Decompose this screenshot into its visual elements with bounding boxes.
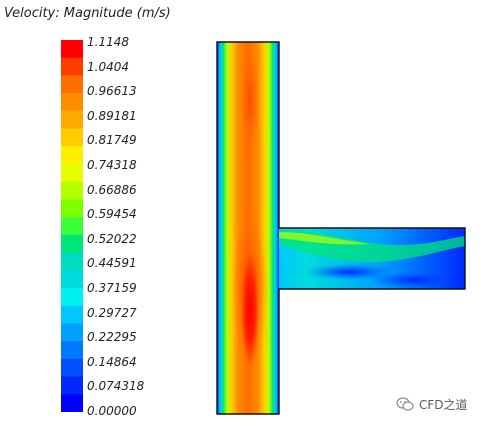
colorbar-tick-label: 0.074318	[87, 379, 145, 394]
colorbar-tick-label: 0.29727	[87, 305, 137, 320]
colorbar-band	[61, 270, 83, 289]
colorbar-band	[61, 164, 83, 183]
colorbar-tick-label: 0.44591	[87, 256, 137, 271]
colorbar-band	[61, 358, 83, 378]
t-junction-outline	[216, 41, 466, 415]
colorbar-band	[61, 234, 83, 254]
colorbar-tick-label: 0.74318	[87, 158, 137, 172]
colorbar-band	[61, 110, 83, 130]
t-junction-contour-plot	[216, 40, 466, 415]
colorbar-tick-label: 0.00000	[87, 404, 137, 418]
branch-wake-zone	[305, 264, 395, 280]
colorbar-band	[61, 394, 83, 412]
colorbar-tick-label: 0.59454	[87, 207, 137, 222]
colorbar-band	[61, 57, 83, 77]
colorbar-tick-label: 0.66886	[87, 182, 137, 197]
colorbar-band	[61, 181, 83, 201]
max-velocity-zone	[241, 252, 259, 368]
upper-core-zone	[240, 40, 260, 160]
legend-title: Velocity: Magnitude (m/s)	[4, 6, 171, 21]
colorbar-band	[61, 376, 83, 395]
colorbar-band	[61, 305, 83, 325]
watermark: CFD之道	[396, 395, 468, 413]
colorbar-tick-label: 1.1148	[87, 35, 129, 49]
colorbar-tick-label: 0.22295	[87, 330, 137, 345]
colorbar-band	[61, 93, 83, 112]
colorbar-tick-label: 1.0404	[87, 59, 129, 74]
colorbar-tick-label: 0.89181	[87, 108, 137, 123]
colorbar-band	[61, 146, 83, 165]
colorbar-band	[61, 128, 83, 147]
watermark-text: CFD之道	[419, 397, 468, 412]
colorbar-band	[61, 288, 83, 307]
wechat-icon	[396, 397, 414, 411]
branch-wake-zone	[367, 272, 463, 288]
colorbar-band	[61, 252, 83, 271]
colorbar-tick-label: 0.96613	[87, 84, 137, 99]
colorbar-tick-label: 0.52022	[87, 231, 137, 246]
colorbar-band	[61, 199, 83, 218]
colorbar-band	[61, 75, 83, 94]
colorbar-band	[61, 323, 83, 342]
colorbar-tick-label: 0.81749	[87, 133, 137, 148]
colorbar-band	[61, 341, 83, 360]
colorbar-tick-label: 0.37159	[87, 281, 137, 295]
colorbar-band	[61, 217, 83, 236]
branch-jet-core	[279, 232, 370, 245]
colorbar-tick-label: 0.14864	[87, 354, 137, 369]
colorbar	[61, 40, 83, 412]
colorbar-band	[61, 40, 83, 59]
